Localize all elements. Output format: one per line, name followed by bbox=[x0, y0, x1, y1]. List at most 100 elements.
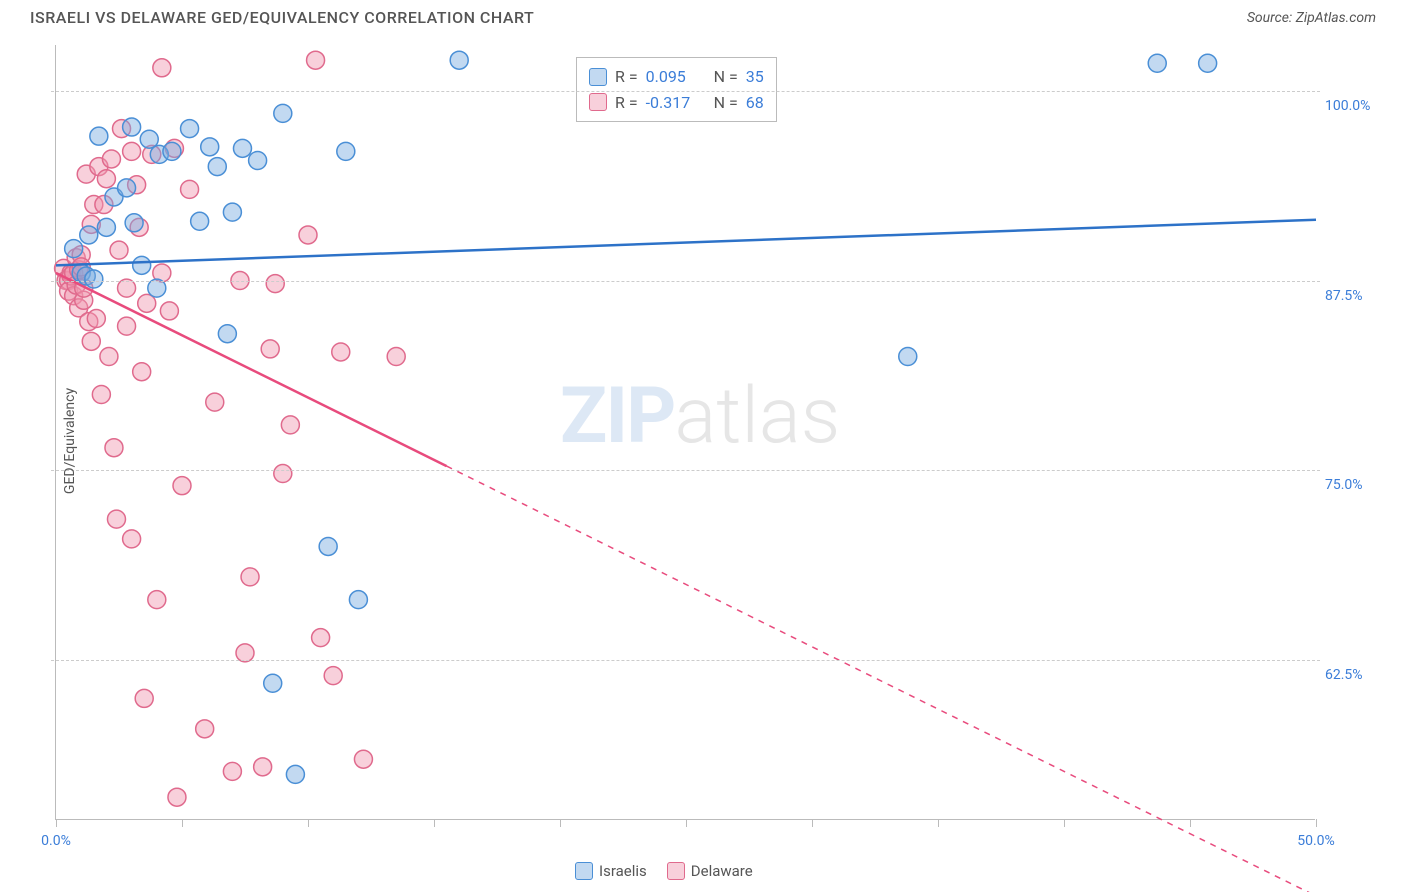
legend-n-value: 68 bbox=[746, 90, 764, 116]
data-point bbox=[105, 439, 123, 457]
legend-n-value: 35 bbox=[746, 64, 764, 90]
x-tick bbox=[56, 819, 57, 827]
legend-swatch bbox=[589, 68, 607, 86]
source-label: Source: ZipAtlas.com bbox=[1247, 10, 1376, 26]
legend-r-label: R = bbox=[615, 90, 638, 116]
trend-line bbox=[56, 220, 1316, 266]
data-point bbox=[1199, 54, 1217, 72]
data-point bbox=[337, 142, 355, 160]
data-point bbox=[274, 104, 292, 122]
legend-series-name: Israelis bbox=[599, 862, 647, 880]
legend-item: Delaware bbox=[667, 862, 753, 880]
data-point bbox=[266, 275, 284, 293]
legend-series-name: Delaware bbox=[691, 862, 753, 880]
trend-line-extrapolated bbox=[447, 466, 1316, 892]
data-point bbox=[148, 279, 166, 297]
data-point bbox=[299, 226, 317, 244]
series-legend: Israelis Delaware bbox=[575, 862, 753, 880]
data-point bbox=[168, 788, 186, 806]
plot-area: ZIPatlas R =0.095N =35R =-0.317N =68 62.… bbox=[55, 45, 1315, 820]
data-point bbox=[319, 537, 337, 555]
data-point bbox=[123, 118, 141, 136]
data-point bbox=[153, 59, 171, 77]
data-point bbox=[135, 689, 153, 707]
legend-swatch bbox=[589, 93, 607, 111]
data-point bbox=[264, 674, 282, 692]
title-bar: ISRAELI VS DELAWARE GED/EQUIVALENCY CORR… bbox=[0, 8, 1406, 27]
gridline bbox=[51, 281, 1320, 282]
data-point bbox=[899, 348, 917, 366]
data-point bbox=[92, 386, 110, 404]
data-point bbox=[118, 317, 136, 335]
data-point bbox=[107, 510, 125, 528]
data-point bbox=[85, 270, 103, 288]
data-point bbox=[206, 393, 224, 411]
data-point bbox=[65, 240, 83, 258]
y-tick-label: 62.5% bbox=[1325, 667, 1385, 683]
x-tick bbox=[686, 819, 687, 827]
data-point bbox=[274, 465, 292, 483]
data-point bbox=[218, 325, 236, 343]
data-point bbox=[173, 477, 191, 495]
legend-row: R = 0.095 N = 35 bbox=[589, 64, 764, 90]
legend-swatch bbox=[575, 862, 593, 880]
data-point bbox=[148, 591, 166, 609]
data-point bbox=[110, 241, 128, 259]
chart-svg bbox=[56, 45, 1316, 820]
data-point bbox=[80, 226, 98, 244]
x-tick-label: 0.0% bbox=[41, 833, 71, 849]
data-point bbox=[181, 180, 199, 198]
x-tick bbox=[560, 819, 561, 827]
data-point bbox=[97, 170, 115, 188]
y-axis-label: GED/Equivalency bbox=[62, 387, 78, 493]
gridline bbox=[51, 660, 1320, 661]
x-tick bbox=[1190, 819, 1191, 827]
x-tick-label: 50.0% bbox=[1297, 833, 1335, 849]
y-tick-label: 87.5% bbox=[1325, 288, 1385, 304]
data-point bbox=[181, 120, 199, 138]
data-point bbox=[123, 142, 141, 160]
data-point bbox=[118, 179, 136, 197]
legend-r-value: -0.317 bbox=[646, 90, 706, 116]
data-point bbox=[249, 151, 267, 169]
data-point bbox=[123, 530, 141, 548]
data-point bbox=[312, 629, 330, 647]
x-tick bbox=[434, 819, 435, 827]
data-point bbox=[196, 720, 214, 738]
data-point bbox=[324, 667, 342, 685]
data-point bbox=[133, 363, 151, 381]
x-tick bbox=[938, 819, 939, 827]
legend-r-value: 0.095 bbox=[646, 64, 706, 90]
data-point bbox=[160, 302, 178, 320]
trend-line bbox=[56, 273, 447, 466]
data-point bbox=[163, 142, 181, 160]
x-tick bbox=[812, 819, 813, 827]
y-tick-label: 75.0% bbox=[1325, 477, 1385, 493]
data-point bbox=[236, 644, 254, 662]
data-point bbox=[1148, 54, 1166, 72]
legend-item: Israelis bbox=[575, 862, 647, 880]
x-tick bbox=[1064, 819, 1065, 827]
x-tick bbox=[308, 819, 309, 827]
data-point bbox=[97, 218, 115, 236]
chart-title: ISRAELI VS DELAWARE GED/EQUIVALENCY CORR… bbox=[30, 8, 534, 27]
y-tick-label: 100.0% bbox=[1325, 98, 1385, 114]
legend-row: R = -0.317 N = 68 bbox=[589, 90, 764, 116]
data-point bbox=[254, 758, 272, 776]
data-point bbox=[125, 214, 143, 232]
x-tick bbox=[1316, 819, 1317, 827]
legend-n-label: N = bbox=[714, 64, 738, 90]
data-point bbox=[223, 762, 241, 780]
legend-n-label: N = bbox=[714, 90, 738, 116]
data-point bbox=[82, 332, 100, 350]
legend-r-label: R = bbox=[615, 64, 638, 90]
data-point bbox=[233, 139, 251, 157]
data-point bbox=[208, 158, 226, 176]
legend-swatch bbox=[667, 862, 685, 880]
x-tick bbox=[182, 819, 183, 827]
gridline bbox=[51, 470, 1320, 471]
data-point bbox=[118, 279, 136, 297]
gridline bbox=[51, 91, 1320, 92]
data-point bbox=[90, 127, 108, 145]
data-point bbox=[450, 51, 468, 69]
